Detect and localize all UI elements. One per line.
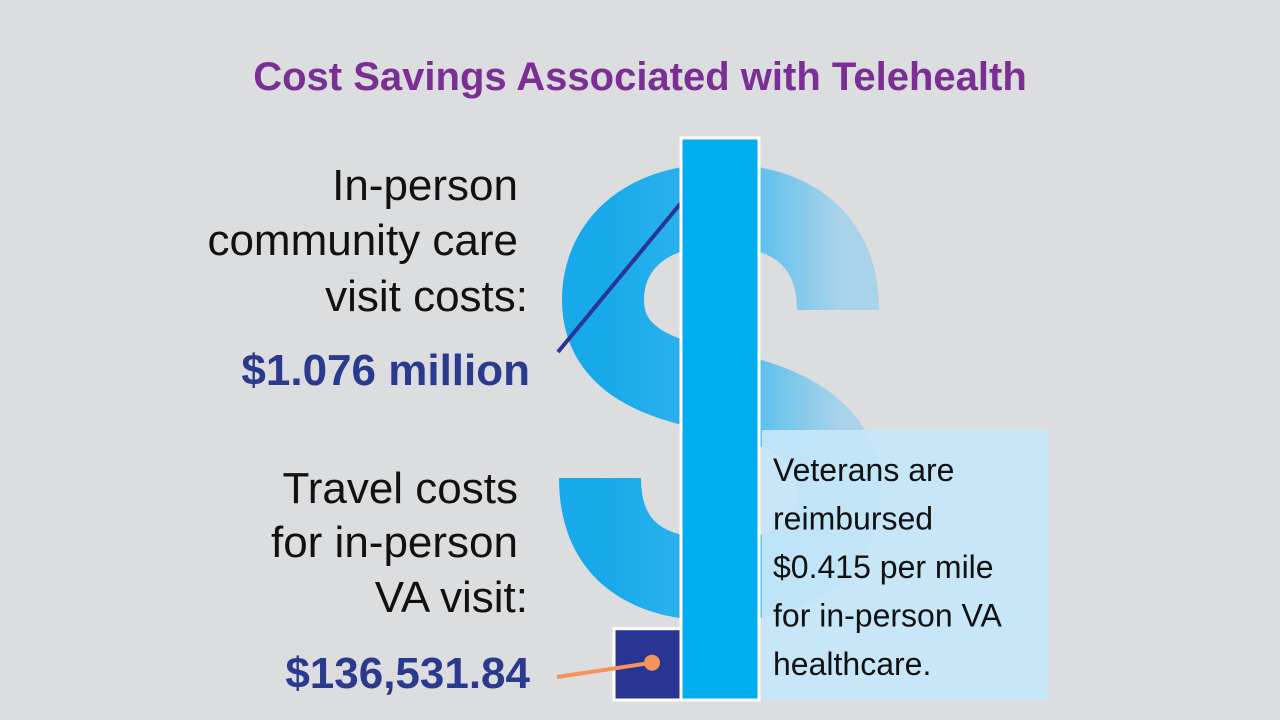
note-text: healthcare.	[773, 646, 931, 682]
bar	[679, 136, 761, 702]
value-label: $1.076 million	[241, 346, 530, 395]
category-label: community care	[207, 216, 518, 265]
note-text: reimbursed	[773, 501, 933, 537]
connector	[556, 660, 653, 679]
connector-dot	[644, 654, 660, 671]
note-box	[762, 430, 1048, 700]
category-label: Travel costs	[282, 464, 518, 513]
category-label: for in-person	[271, 518, 518, 567]
category-label: In-person	[332, 161, 518, 210]
note-text: Veterans are	[773, 452, 954, 488]
value-label: $136,531.84	[285, 649, 530, 698]
note-text: for in-person VA	[773, 598, 1003, 634]
category-label: VA visit:	[375, 573, 528, 622]
note-text: $0.415 per mile	[773, 549, 994, 585]
title: Cost Savings Associated with Telehealth	[253, 55, 1027, 99]
category-label: visit costs:	[325, 272, 528, 321]
